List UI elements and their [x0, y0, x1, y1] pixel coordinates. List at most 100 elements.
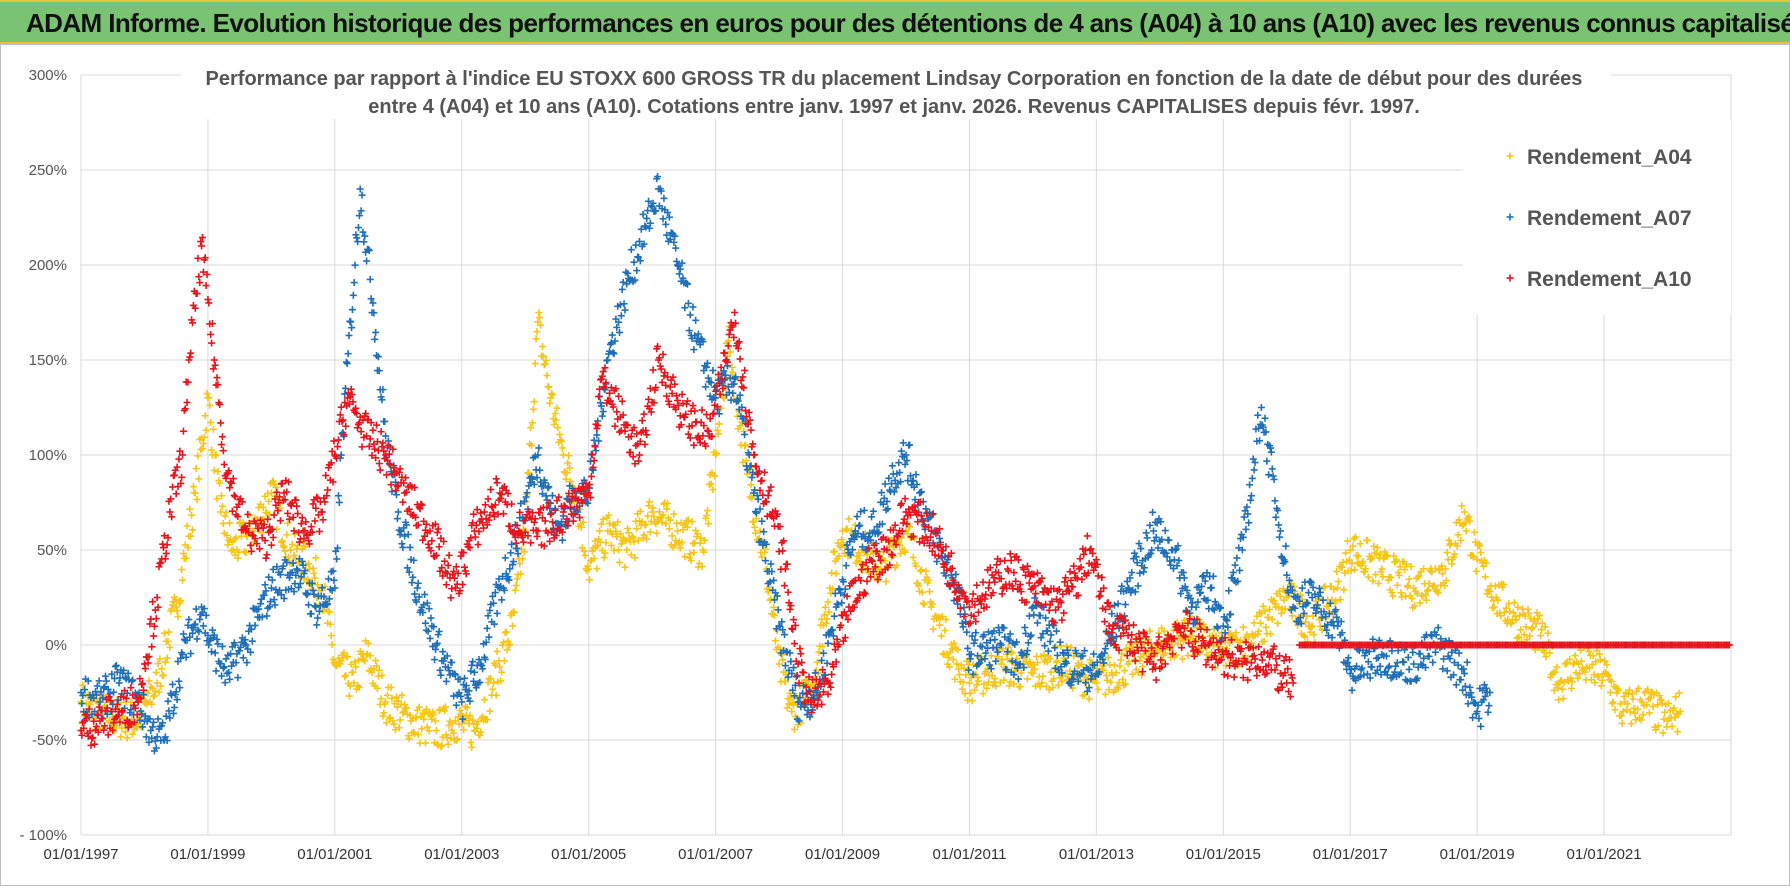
series-point — [150, 718, 158, 726]
series-point — [304, 575, 312, 583]
series-point — [1261, 414, 1269, 422]
series-point — [726, 348, 734, 356]
series-point — [599, 515, 607, 523]
series-point — [922, 505, 930, 513]
series-point — [1062, 670, 1070, 678]
series-point — [1131, 657, 1139, 665]
series-point — [865, 569, 873, 577]
series-point — [1344, 537, 1352, 545]
series-point — [616, 530, 624, 538]
series-point — [1121, 601, 1129, 609]
series-point — [232, 534, 240, 542]
series-point — [194, 452, 202, 460]
series-point — [427, 614, 435, 622]
series-point — [315, 527, 323, 535]
x-tick-label: 01/01/1997 — [43, 846, 118, 863]
series-point — [541, 360, 549, 368]
series-point — [1675, 689, 1683, 697]
series-point — [764, 588, 772, 596]
series-point — [509, 622, 517, 630]
series-point — [1224, 672, 1232, 680]
series-point — [717, 404, 725, 412]
series-point — [702, 383, 710, 391]
series-point — [498, 668, 506, 676]
series-point — [897, 501, 905, 509]
series-point — [355, 224, 362, 232]
series-point — [863, 577, 871, 585]
series-point — [1347, 567, 1355, 575]
series-point — [1005, 682, 1013, 690]
series-point — [991, 675, 999, 683]
series-point — [820, 611, 828, 619]
series-point — [736, 355, 744, 363]
series-point — [1511, 613, 1519, 620]
series-point — [491, 661, 499, 669]
series-point — [283, 531, 291, 539]
series-point — [393, 703, 401, 711]
series-point — [192, 465, 200, 473]
series-point — [351, 658, 359, 666]
series-point — [642, 520, 650, 528]
series-point — [635, 536, 643, 544]
series-point — [171, 596, 179, 604]
series-point — [943, 650, 951, 658]
series-point — [516, 560, 524, 568]
series-point — [1627, 720, 1635, 728]
series-point — [380, 709, 388, 717]
x-tick-label: 01/01/2009 — [805, 846, 880, 863]
series-point — [182, 554, 190, 562]
series-point — [936, 621, 944, 629]
series-point — [414, 579, 422, 587]
series-point — [530, 398, 538, 406]
series-point — [409, 573, 417, 581]
series-point — [153, 594, 161, 601]
series-point — [960, 664, 968, 672]
series-point — [815, 648, 823, 656]
series-point — [430, 711, 438, 719]
series-point — [129, 676, 137, 684]
series-point — [591, 443, 599, 451]
series-point — [548, 518, 556, 526]
series-point — [1085, 695, 1093, 703]
series-point — [208, 648, 216, 656]
series-point — [713, 426, 721, 434]
series-point — [1114, 600, 1122, 608]
series-point — [904, 530, 912, 538]
series-point — [1307, 623, 1315, 631]
series-point — [152, 668, 160, 676]
series-point — [533, 474, 541, 482]
series-point — [623, 546, 631, 554]
series-point — [1160, 627, 1168, 635]
series-point — [1128, 631, 1136, 639]
series-point — [897, 500, 905, 508]
series-point — [886, 542, 894, 550]
series-point — [477, 509, 485, 517]
series-point — [1232, 629, 1240, 637]
series-point — [1026, 659, 1034, 667]
series-point — [1393, 581, 1401, 589]
series-point — [263, 612, 271, 620]
series-point — [390, 720, 398, 728]
series-point — [628, 532, 636, 540]
series-point — [1362, 565, 1370, 573]
series-point — [1046, 655, 1054, 663]
series-point — [392, 693, 400, 701]
series-point — [234, 674, 242, 682]
series-point — [399, 498, 407, 506]
series-point — [660, 194, 668, 202]
series-point — [613, 533, 621, 541]
series-point — [548, 390, 556, 398]
series-point — [272, 483, 280, 491]
series-point — [650, 513, 658, 521]
series-point — [436, 666, 444, 674]
legend-label: Rendement_A04 — [1527, 146, 1692, 169]
series-point — [959, 678, 967, 686]
series-point — [263, 551, 271, 559]
series-point — [820, 649, 827, 657]
series-point — [698, 563, 706, 571]
series-point — [212, 667, 220, 675]
series-point — [169, 601, 177, 609]
series-point — [1305, 589, 1313, 597]
series-point — [760, 528, 768, 536]
series-rendement-a04 — [77, 309, 1684, 751]
